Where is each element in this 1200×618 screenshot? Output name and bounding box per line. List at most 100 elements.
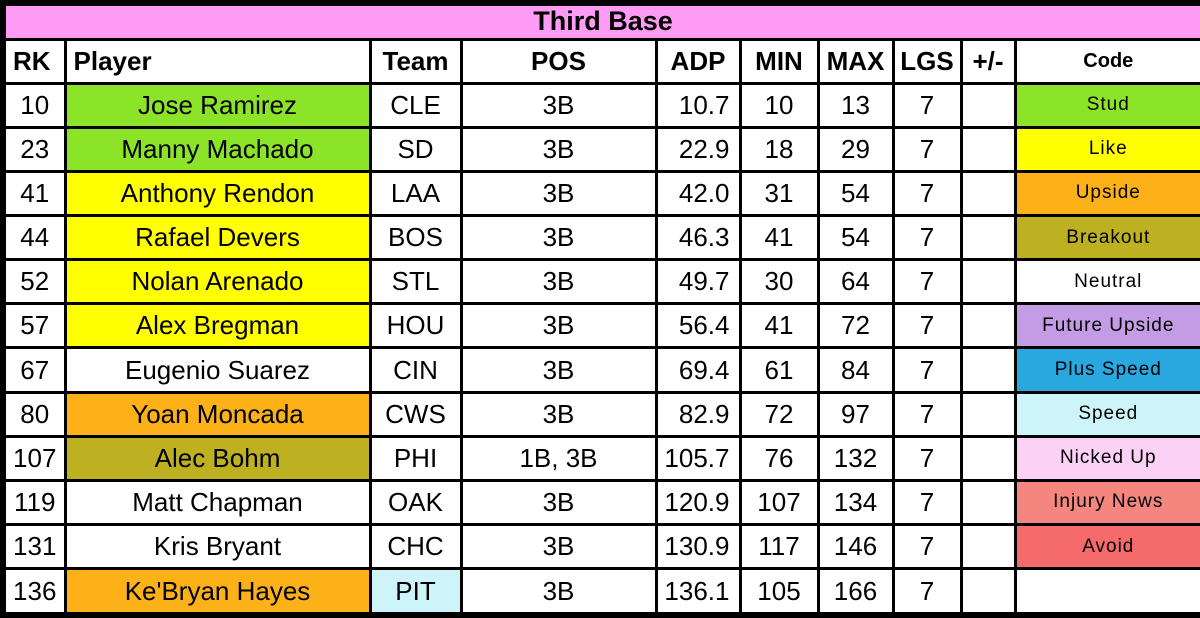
- cell-plus_minus: [959, 434, 1017, 482]
- cell-code: Future Upside: [1013, 302, 1200, 350]
- cell-min: 41: [738, 302, 820, 350]
- cell-max: 64: [816, 258, 895, 306]
- cell-pos: 3B: [459, 302, 658, 350]
- cell-code: Plus Speed: [1013, 346, 1200, 394]
- cell-lgs: 7: [891, 125, 963, 173]
- cell-pos: 3B: [459, 567, 658, 617]
- column-header-min: MIN: [738, 37, 820, 85]
- cell-min: 10: [738, 81, 820, 129]
- cell-min: 41: [738, 213, 820, 262]
- cell-player: Eugenio Suarez: [63, 346, 372, 394]
- cell-plus_minus: [959, 302, 1017, 350]
- cell-team: BOS: [368, 213, 463, 262]
- cell-player: Matt Chapman: [63, 478, 372, 527]
- cell-code: Nicked Up: [1013, 434, 1200, 482]
- cell-max: 13: [816, 81, 895, 129]
- cell-plus_minus: [959, 258, 1017, 306]
- page-title: Third Base: [1, 1, 1200, 41]
- table-row: 136 Ke'Bryan Hayes PIT 3B 136.1 105 166 7: [1, 567, 1200, 617]
- cell-adp: 22.9: [654, 125, 742, 173]
- cell-pos: 3B: [459, 125, 658, 173]
- column-header-player: Player: [63, 37, 372, 85]
- cell-rk: 119: [1, 478, 67, 527]
- cell-code: Upside: [1013, 169, 1200, 217]
- cell-min: 30: [738, 258, 820, 306]
- cell-player: Jose Ramirez: [63, 81, 372, 129]
- cell-adp: 10.7: [654, 81, 742, 129]
- cell-code: Stud: [1013, 81, 1200, 129]
- cell-rk: 23: [1, 125, 67, 173]
- cell-pos: 3B: [459, 213, 658, 262]
- title-row: Third Base: [1, 1, 1200, 41]
- cell-adp: 105.7: [654, 434, 742, 482]
- cell-lgs: 7: [891, 346, 963, 394]
- column-header-row: RK Player Team POS ADP MIN MAX LGS +/- Code: [1, 37, 1200, 85]
- column-header-adp: ADP: [654, 37, 742, 85]
- cell-team: CIN: [368, 346, 463, 394]
- cell-lgs: 7: [891, 434, 963, 482]
- cell-plus_minus: [959, 390, 1017, 438]
- cell-player: Nolan Arenado: [63, 258, 372, 306]
- cell-adp: 49.7: [654, 258, 742, 306]
- cell-pos: 3B: [459, 478, 658, 527]
- cell-adp: 130.9: [654, 523, 742, 571]
- cell-lgs: 7: [891, 567, 963, 617]
- cell-max: 97: [816, 390, 895, 438]
- cell-player: Yoan Moncada: [63, 390, 372, 438]
- cell-team: PHI: [368, 434, 463, 482]
- cell-team: PIT: [368, 567, 463, 617]
- cell-code: Neutral: [1013, 258, 1200, 306]
- table-row: 10 Jose Ramirez CLE 3B 10.7 10 13 7 Stud: [1, 81, 1200, 129]
- cell-code: Speed: [1013, 390, 1200, 438]
- table-row: 57 Alex Bregman HOU 3B 56.4 41 72 7 Future Upsid…: [1, 302, 1200, 350]
- cell-team: LAA: [368, 169, 463, 217]
- cell-rk: 41: [1, 169, 67, 217]
- cell-max: 132: [816, 434, 895, 482]
- cell-pos: 3B: [459, 523, 658, 571]
- cell-rk: 67: [1, 346, 67, 394]
- cell-pos: 3B: [459, 81, 658, 129]
- cell-max: 84: [816, 346, 895, 394]
- column-header-team: Team: [368, 37, 463, 85]
- cell-player: Ke'Bryan Hayes: [63, 567, 372, 617]
- table-row: 119 Matt Chapman OAK 3B 120.9 107 134 7 Injury N…: [1, 478, 1200, 527]
- cell-team: CWS: [368, 390, 463, 438]
- cell-max: 29: [816, 125, 895, 173]
- cell-max: 166: [816, 567, 895, 617]
- cell-lgs: 7: [891, 478, 963, 527]
- cell-team: SD: [368, 125, 463, 173]
- cell-team: STL: [368, 258, 463, 306]
- cell-adp: 82.9: [654, 390, 742, 438]
- cell-rk: 136: [1, 567, 67, 617]
- table-row: 67 Eugenio Suarez CIN 3B 69.4 61 84 7 Plus Speed: [1, 346, 1200, 394]
- column-header-max: MAX: [816, 37, 895, 85]
- cell-pos: 3B: [459, 169, 658, 217]
- cell-rk: 10: [1, 81, 67, 129]
- cell-plus_minus: [959, 213, 1017, 262]
- cell-team: HOU: [368, 302, 463, 350]
- cell-plus_minus: [959, 125, 1017, 173]
- table-row: 44 Rafael Devers BOS 3B 46.3 41 54 7 Breakout: [1, 213, 1200, 262]
- table-row: 107 Alec Bohm PHI 1B, 3B 105.7 76 132 7 Nicked U…: [1, 434, 1200, 482]
- table-row: 41 Anthony Rendon LAA 3B 42.0 31 54 7 Upside: [1, 169, 1200, 217]
- cell-adp: 42.0: [654, 169, 742, 217]
- column-header-lgs: LGS: [891, 37, 963, 85]
- cell-rk: 80: [1, 390, 67, 438]
- cell-lgs: 7: [891, 302, 963, 350]
- cell-lgs: 7: [891, 390, 963, 438]
- cell-adp: 136.1: [654, 567, 742, 617]
- cell-rk: 107: [1, 434, 67, 482]
- cell-lgs: 7: [891, 213, 963, 262]
- column-header-plus_minus: +/-: [959, 37, 1017, 85]
- cell-code: Like: [1013, 125, 1200, 173]
- cell-plus_minus: [959, 81, 1017, 129]
- cell-plus_minus: [959, 478, 1017, 527]
- cell-min: 72: [738, 390, 820, 438]
- table-row: 80 Yoan Moncada CWS 3B 82.9 72 97 7 Speed: [1, 390, 1200, 438]
- cell-plus_minus: [959, 523, 1017, 571]
- cell-rk: 57: [1, 302, 67, 350]
- cell-code: Injury News: [1013, 478, 1200, 527]
- cell-max: 54: [816, 213, 895, 262]
- cell-rk: 52: [1, 258, 67, 306]
